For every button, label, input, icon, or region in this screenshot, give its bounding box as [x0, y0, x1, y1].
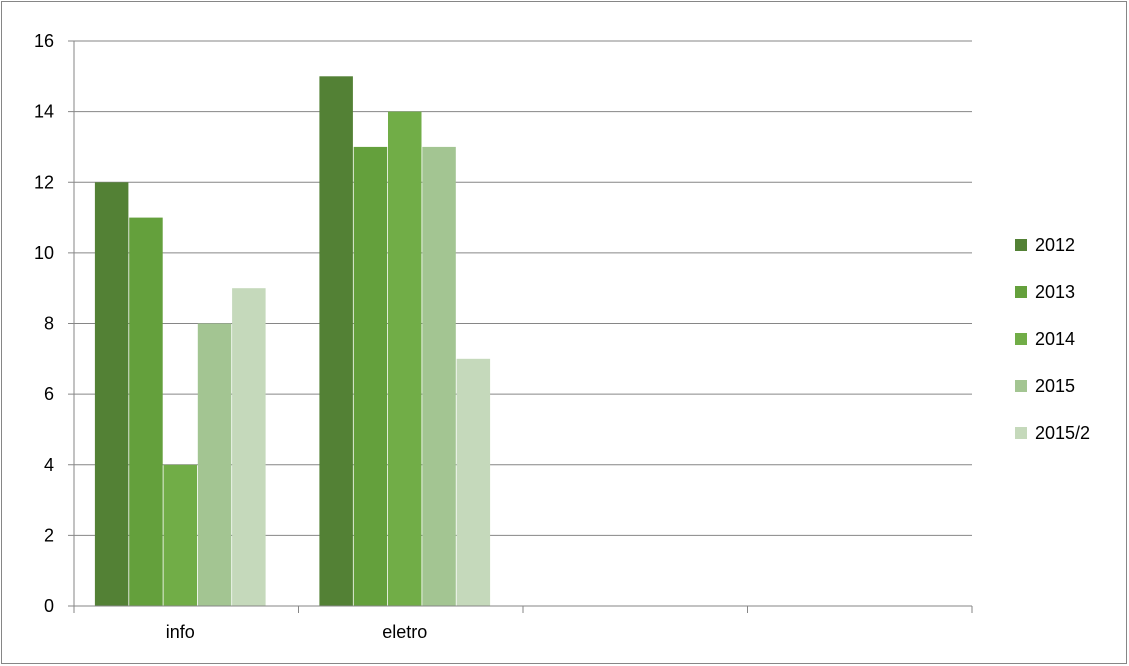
legend: 2012 2013 2014 2015 2015/2	[1015, 235, 1090, 443]
bar-eletro-2014	[388, 111, 422, 606]
legend-entry-2015: 2015	[1035, 376, 1075, 396]
legend-entry-2013: 2013	[1035, 282, 1075, 302]
legend-swatch	[1015, 380, 1027, 392]
legend-swatch	[1015, 333, 1027, 345]
legend-entry-2014: 2014	[1035, 329, 1075, 349]
bar-eletro-2013	[353, 146, 388, 606]
y-tick-label: 16	[34, 31, 54, 51]
bars	[94, 76, 491, 607]
x-axis-categories: info eletro	[166, 622, 428, 642]
bar-info-2015	[197, 323, 232, 606]
legend-swatch	[1015, 286, 1027, 298]
bar-eletro-2015	[422, 146, 456, 606]
y-tick-label: 12	[34, 172, 54, 192]
y-tick-label: 4	[44, 455, 54, 475]
y-tick-label: 0	[44, 596, 54, 616]
y-tick-label: 10	[34, 243, 54, 263]
x-category-label: info	[166, 622, 195, 642]
y-tick-label: 8	[44, 314, 54, 334]
x-category-label: eletro	[382, 622, 427, 642]
bar-info-2014	[163, 464, 197, 607]
bar-info-2013	[129, 217, 163, 606]
legend-swatch	[1015, 427, 1027, 439]
bar-eletro-2015-2	[456, 358, 491, 606]
y-tick-label: 6	[44, 384, 54, 404]
legend-entry-2015-2: 2015/2	[1035, 423, 1090, 443]
y-tick-label: 2	[44, 525, 54, 545]
legend-entry-2012: 2012	[1035, 235, 1075, 255]
bar-info-2015-2	[232, 288, 266, 606]
bar-eletro-2012	[319, 76, 353, 607]
bar-info-2012	[94, 182, 129, 607]
legend-swatch	[1015, 239, 1027, 251]
y-tick-label: 14	[34, 102, 54, 122]
y-axis-ticks: 0 2 4 6 8 10 12 14 16	[34, 31, 74, 616]
